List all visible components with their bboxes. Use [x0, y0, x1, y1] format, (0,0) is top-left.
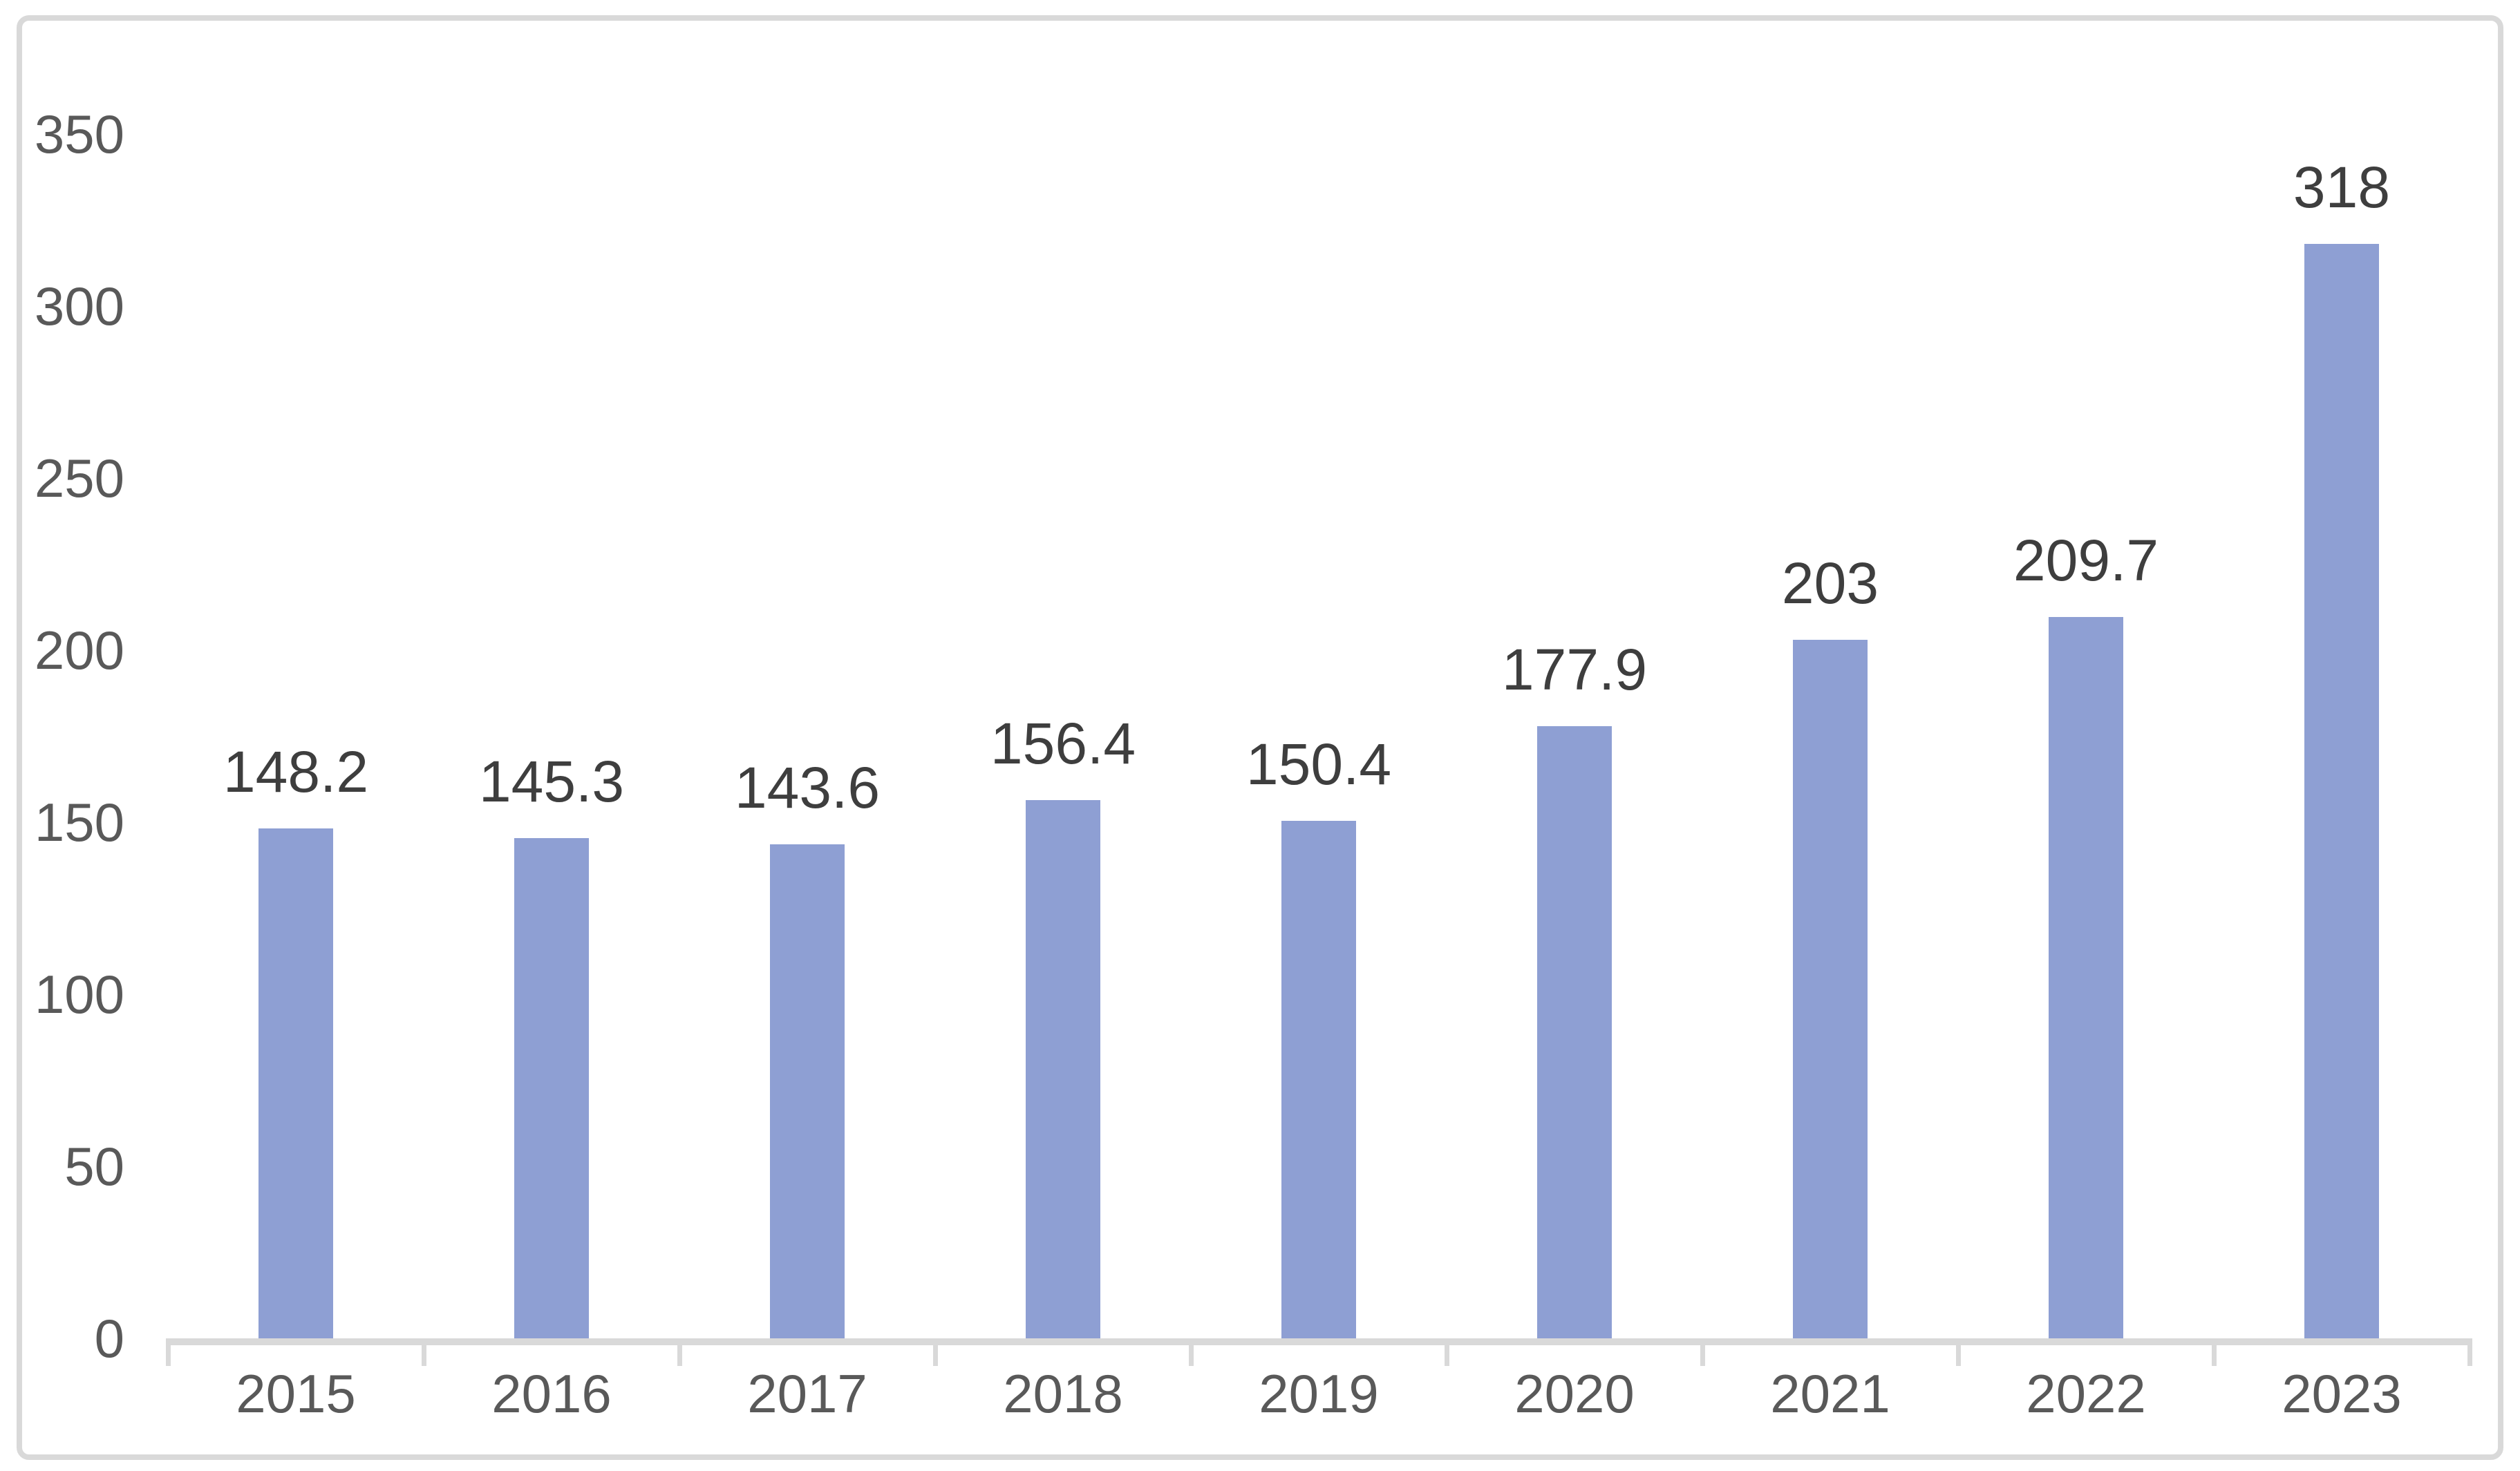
x-axis-tick	[1444, 1338, 1449, 1366]
x-tick-label: 2023	[2282, 1363, 2402, 1424]
y-tick-label: 0	[94, 1308, 124, 1369]
bar	[258, 828, 333, 1338]
bar	[1281, 821, 1356, 1338]
bar	[1793, 640, 1868, 1338]
x-tick-label: 2021	[1770, 1363, 1890, 1424]
x-tick-label: 2017	[747, 1363, 867, 1424]
x-tick-label: 2015	[236, 1363, 356, 1424]
y-tick-label: 200	[34, 620, 124, 681]
x-tick-label: 2022	[2026, 1363, 2146, 1424]
y-tick-label: 150	[34, 792, 124, 853]
bar-value-label: 148.2	[223, 739, 369, 804]
x-axis-tick	[1700, 1338, 1705, 1366]
x-tick-label: 2016	[491, 1363, 612, 1424]
bar	[2304, 244, 2379, 1338]
bar	[1537, 726, 1612, 1338]
bar-value-label: 150.4	[1245, 732, 1392, 797]
x-axis-tick	[677, 1338, 682, 1366]
chart-frame: 0 50 100 150 200 250 300 350 148.2 2015 145.3 2016 1…	[17, 15, 2503, 1460]
bar-value-label: 203	[1781, 551, 1879, 616]
bar-value-label: 318	[2293, 155, 2391, 220]
x-axis-tick	[1955, 1338, 1961, 1366]
x-axis-tick	[2211, 1338, 2217, 1366]
x-axis-tick	[165, 1338, 171, 1366]
y-tick-label: 50	[64, 1136, 124, 1197]
x-axis-tick	[932, 1338, 938, 1366]
x-tick-label: 2020	[1514, 1363, 1635, 1424]
bar	[2049, 616, 2123, 1338]
x-axis-tick	[1188, 1338, 1194, 1366]
bar-value-label: 145.3	[478, 749, 625, 815]
bar-value-label: 143.6	[734, 755, 881, 820]
x-axis-line	[166, 1338, 2472, 1345]
bar	[514, 838, 589, 1338]
x-tick-label: 2019	[1259, 1363, 1379, 1424]
x-axis-tick	[421, 1338, 426, 1366]
y-tick-label: 100	[34, 964, 124, 1025]
x-tick-label: 2018	[1003, 1363, 1123, 1424]
y-tick-label: 350	[34, 104, 124, 164]
y-tick-label: 250	[34, 448, 124, 509]
plot-area: 0 50 100 150 200 250 300 350 148.2 2015 145.3 2016 1…	[22, 21, 2498, 1454]
bar	[770, 844, 845, 1338]
bar-value-label: 177.9	[1501, 637, 1648, 703]
bar	[1026, 800, 1100, 1338]
y-tick-label: 300	[34, 276, 124, 336]
bar-value-label: 156.4	[990, 711, 1136, 777]
bar-value-label: 209.7	[2013, 527, 2159, 593]
x-axis-tick	[2467, 1338, 2472, 1366]
